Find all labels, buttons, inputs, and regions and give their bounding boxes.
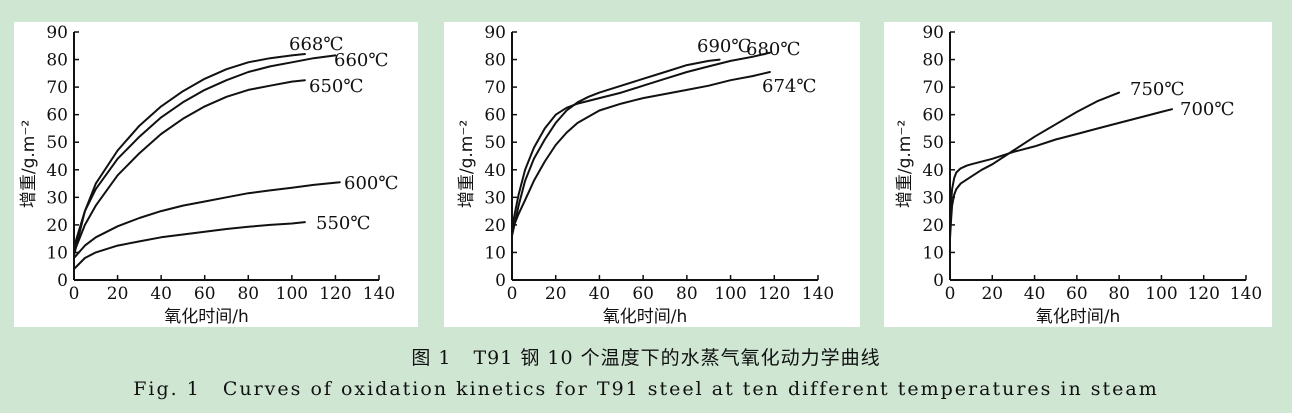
series-label-3-2: 700℃: [1180, 99, 1235, 120]
y-tick-label-1: 90: [46, 23, 68, 43]
x-tick-label-2: 120: [758, 284, 790, 304]
series-line-1-4: [73, 181, 341, 259]
caption-cn-text: T91 钢 10 个温度下的水蒸气氧化动力学曲线: [473, 347, 881, 369]
x-tick-label-2: 60: [632, 284, 654, 304]
y-tick-label-2: 30: [484, 188, 506, 208]
x-tick-label-3: 20: [981, 284, 1003, 304]
y-axis-title-1: 增重/g.m⁻²: [19, 120, 39, 208]
y-tick-label-2: 60: [484, 106, 506, 126]
y-tick-label-2: 20: [484, 216, 506, 236]
series-line-2-2: [511, 51, 771, 229]
caption-en-text: Curves of oxidation kinetics for T91 ste…: [222, 378, 1159, 400]
chart-3: 0 10 20 30 40 50 60 70 80 90 0 20 40 60 80 100 120 140 氧化时…: [895, 23, 1262, 327]
series-label-1-2: 660℃: [334, 50, 389, 71]
x-tick-label-3: 40: [1024, 284, 1046, 304]
x-tick-label-2: 20: [545, 284, 567, 304]
x-tick-label-1: 120: [319, 284, 351, 304]
y-tick-label-1: 0: [57, 271, 68, 291]
x-tick-label-3: 120: [1187, 284, 1219, 304]
y-tick-label-1: 20: [46, 216, 68, 236]
x-tick-label-3: 100: [1145, 284, 1177, 304]
series-label-2-3: 674℃: [762, 76, 817, 97]
y-axis-title-2: 增重/g.m⁻²: [457, 120, 477, 208]
y-tick-label-1: 10: [46, 243, 68, 263]
y-tick-label-2: 90: [484, 23, 506, 43]
series-label-1-1: 668℃: [289, 34, 344, 55]
y-tick-label-3: 50: [922, 133, 944, 153]
chart-panel-2: 0 10 20 30 40 50 60 70 80 90 0 20 40 60 80 100 120 140 氧化时…: [444, 22, 860, 327]
caption-en-label: Fig. 1: [133, 378, 201, 400]
y-tick-label-2: 10: [484, 243, 506, 263]
x-tick-label-2: 100: [714, 284, 746, 304]
series-label-1-5: 550℃: [316, 213, 371, 234]
x-tick-label-1: 140: [363, 284, 395, 304]
y-tick-label-3: 20: [922, 216, 944, 236]
chart-1: 0 10 20 30 40 50 60 70 80 90 0 20 40 60 80 100 120 140 氧化时…: [19, 23, 399, 327]
x-tick-label-2: 0: [507, 284, 518, 304]
x-axis-title-1: 氧化时间/h: [164, 307, 249, 327]
y-tick-label-2: 40: [484, 161, 506, 181]
y-tick-label-2: 0: [495, 271, 506, 291]
x-axis-title-3: 氧化时间/h: [1036, 307, 1121, 327]
series-label-1-4: 600℃: [344, 173, 399, 194]
series-line-3-2: [949, 108, 1173, 232]
x-tick-label-3: 0: [945, 284, 956, 304]
series-label-3-1: 750℃: [1130, 79, 1185, 100]
x-tick-label-3: 60: [1066, 284, 1088, 304]
y-axis-title-3: 增重/g.m⁻²: [895, 120, 915, 208]
figure-caption-cn: 图 1 T91 钢 10 个温度下的水蒸气氧化动力学曲线: [0, 343, 1292, 370]
x-tick-label-2: 140: [802, 284, 834, 304]
chart-2: 0 10 20 30 40 50 60 70 80 90 0 20 40 60 80 100 120 140 氧化时…: [457, 23, 834, 327]
series-label-1-3: 650℃: [309, 76, 364, 97]
y-tick-label-1: 30: [46, 188, 68, 208]
series-line-3-1: [949, 91, 1121, 240]
y-tick-label-1: 70: [46, 78, 68, 98]
series-label-2-1: 690℃: [697, 36, 752, 57]
y-tick-label-3: 0: [933, 271, 944, 291]
chart-panel-1: 0 10 20 30 40 50 60 70 80 90 0 20 40 60 80 100 120 140 氧化时…: [14, 22, 418, 327]
figure-caption-en: Fig. 1 Curves of oxidation kinetics for T…: [0, 378, 1292, 400]
y-tick-label-3: 80: [922, 51, 944, 71]
x-tick-label-3: 140: [1230, 284, 1262, 304]
x-tick-label-1: 100: [276, 284, 308, 304]
caption-cn-label: 图 1: [411, 347, 452, 369]
x-tick-label-2: 40: [589, 284, 611, 304]
y-tick-label-3: 10: [922, 243, 944, 263]
y-tick-label-1: 60: [46, 106, 68, 126]
series-line-1-2: [73, 54, 337, 248]
x-tick-label-3: 80: [1108, 284, 1130, 304]
y-tick-label-3: 60: [922, 106, 944, 126]
x-tick-label-1: 20: [107, 284, 129, 304]
y-tick-label-2: 80: [484, 51, 506, 71]
series-line-2-3: [511, 71, 771, 232]
y-tick-label-2: 50: [484, 133, 506, 153]
x-tick-label-1: 80: [237, 284, 259, 304]
series-line-2-1: [511, 58, 721, 237]
x-axis-title-2: 氧化时间/h: [603, 307, 688, 327]
x-tick-label-1: 40: [150, 284, 172, 304]
y-tick-label-3: 40: [922, 161, 944, 181]
y-tick-label-3: 90: [922, 23, 944, 43]
y-tick-label-3: 70: [922, 78, 944, 98]
series-line-1-5: [73, 221, 306, 270]
y-tick-label-1: 80: [46, 51, 68, 71]
x-tick-label-2: 80: [676, 284, 698, 304]
x-tick-label-1: 0: [69, 284, 80, 304]
x-tick-label-1: 60: [194, 284, 216, 304]
y-tick-label-2: 70: [484, 78, 506, 98]
series-line-1-3: [73, 79, 306, 254]
series-label-2-2: 680℃: [746, 39, 801, 60]
y-tick-label-1: 40: [46, 161, 68, 181]
chart-panel-3: 0 10 20 30 40 50 60 70 80 90 0 20 40 60 80 100 120 140 氧化时…: [884, 22, 1272, 327]
series-line-1-1: [73, 53, 306, 257]
y-tick-label-1: 50: [46, 133, 68, 153]
y-tick-label-3: 30: [922, 188, 944, 208]
